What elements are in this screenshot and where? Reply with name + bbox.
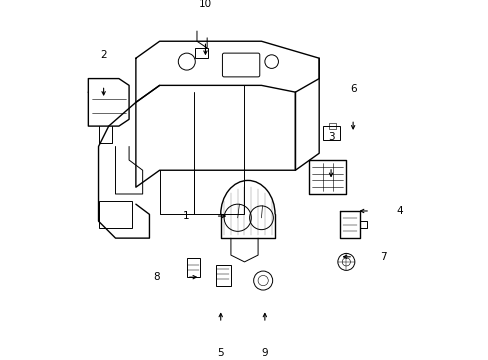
Bar — [329, 123, 335, 130]
Bar — [322, 126, 339, 140]
Bar — [215, 265, 230, 285]
Text: 10: 10 — [199, 0, 212, 9]
Bar — [186, 258, 200, 277]
Text: 9: 9 — [261, 348, 267, 358]
Bar — [195, 48, 208, 58]
Text: 1: 1 — [182, 211, 189, 221]
Text: 5: 5 — [217, 348, 224, 358]
Text: 7: 7 — [379, 252, 386, 262]
Text: 8: 8 — [153, 272, 160, 282]
Text: 4: 4 — [396, 206, 403, 216]
Text: 2: 2 — [100, 50, 107, 60]
Text: 6: 6 — [349, 85, 356, 94]
Text: 3: 3 — [327, 132, 334, 142]
Bar — [98, 201, 132, 228]
